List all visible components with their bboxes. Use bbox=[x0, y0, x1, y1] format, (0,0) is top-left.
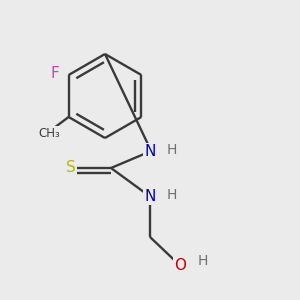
Text: F: F bbox=[51, 66, 59, 81]
Text: N: N bbox=[144, 189, 156, 204]
Text: H: H bbox=[197, 254, 208, 268]
Text: O: O bbox=[174, 258, 186, 273]
Text: N: N bbox=[144, 144, 156, 159]
Text: CH₃: CH₃ bbox=[38, 127, 60, 140]
Text: S: S bbox=[66, 160, 75, 175]
Text: H: H bbox=[167, 143, 177, 157]
Text: H: H bbox=[167, 188, 177, 202]
